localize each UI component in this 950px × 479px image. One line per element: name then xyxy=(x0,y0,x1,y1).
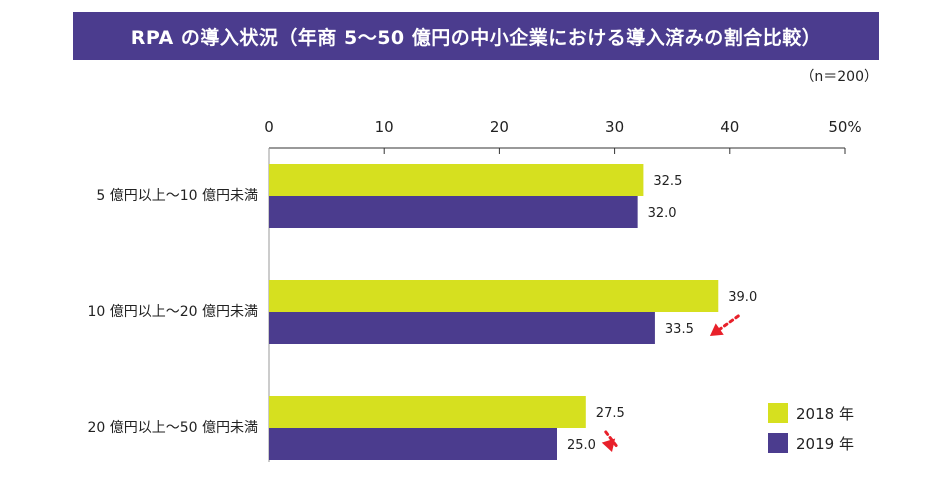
x-tick-label: 50% xyxy=(828,118,861,136)
bar-2018 xyxy=(269,396,586,428)
data-label: 25.0 xyxy=(567,438,596,453)
data-label: 33.5 xyxy=(665,322,694,337)
bar-2018 xyxy=(269,280,719,312)
x-tick-label: 10 xyxy=(375,118,394,136)
legend-item-2018: 2018 年 xyxy=(768,398,854,428)
x-tick-label: 40 xyxy=(720,118,739,136)
x-tick-label: 20 xyxy=(490,118,509,136)
category-label: 5 億円以上～10 億円未満 xyxy=(96,188,258,204)
chart-title: RPA の導入状況（年商 5～50 億円の中小企業における導入済みの割合比較） xyxy=(73,12,879,60)
decrease-arrow-head xyxy=(709,323,724,336)
x-tick-label: 0 xyxy=(264,118,274,136)
data-label: 32.5 xyxy=(653,174,682,189)
data-label: 39.0 xyxy=(728,290,757,305)
sample-size-note: （n＝200） xyxy=(800,69,878,85)
legend: 2018 年 2019 年 xyxy=(768,398,854,458)
data-label: 32.0 xyxy=(648,206,677,221)
bar-2019 xyxy=(269,428,557,460)
legend-label-2018: 2018 年 xyxy=(796,404,854,423)
bar-2018 xyxy=(269,164,644,196)
category-label: 20 億円以上～50 億円未満 xyxy=(87,420,258,436)
decrease-arrow-head xyxy=(601,438,616,452)
legend-label-2019: 2019 年 xyxy=(796,434,854,453)
bar-2019 xyxy=(269,196,638,228)
x-tick-label: 30 xyxy=(605,118,624,136)
legend-swatch-2018 xyxy=(768,403,788,423)
bar-2019 xyxy=(269,312,655,344)
legend-swatch-2019 xyxy=(768,433,788,453)
legend-item-2019: 2019 年 xyxy=(768,428,854,458)
data-label: 27.5 xyxy=(596,406,625,421)
category-label: 10 億円以上～20 億円未満 xyxy=(87,304,258,320)
